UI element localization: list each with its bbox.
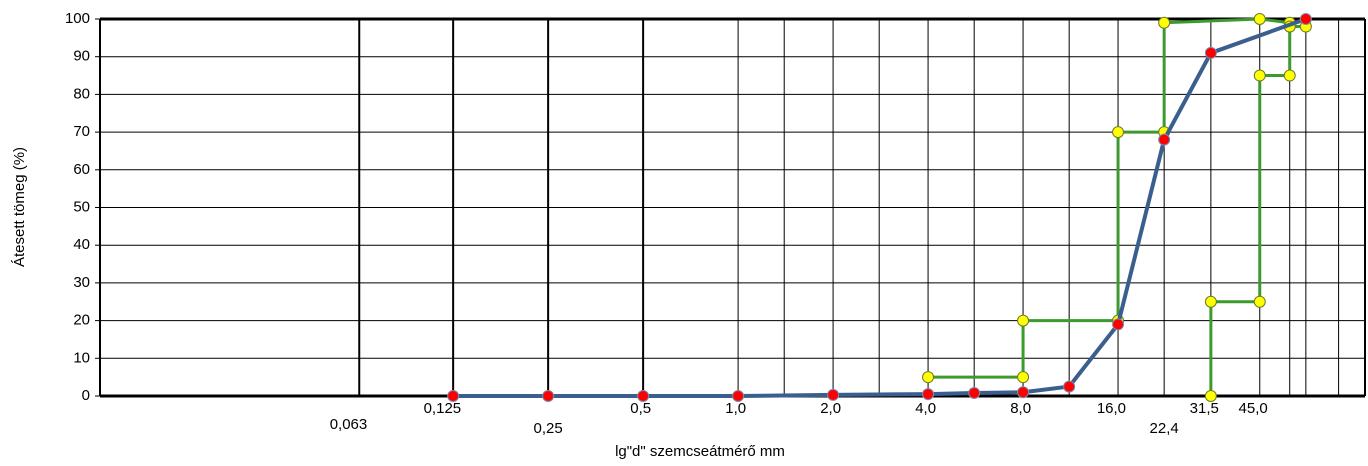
x-tick-label: 8,0 <box>1010 400 1031 417</box>
series-line <box>928 17 1292 379</box>
x-tick-label: 0,25 <box>534 420 563 437</box>
x-tick-label: 45,0 <box>1239 400 1268 417</box>
data-point <box>1112 126 1125 139</box>
data-point <box>1253 69 1266 82</box>
x-tick-label: 1,0 <box>725 400 746 417</box>
data-point <box>1063 380 1076 393</box>
y-tick-label: 40 <box>73 236 90 253</box>
series-line <box>1209 25 1306 396</box>
y-tick-label: 80 <box>73 85 90 102</box>
y-tick-label: 30 <box>73 274 90 291</box>
x-tick-label: 0,5 <box>630 400 651 417</box>
x-tick-label: 2,0 <box>820 400 841 417</box>
data-point <box>968 386 981 399</box>
data-point <box>1299 13 1312 25</box>
data-point <box>922 371 935 384</box>
data-point <box>1204 390 1217 402</box>
data-point <box>1017 371 1030 384</box>
x-tick-label: 16,0 <box>1097 400 1126 417</box>
y-tick-label: 20 <box>73 312 90 329</box>
y-tick-label: 90 <box>73 48 90 65</box>
y-tick-label: 60 <box>73 161 90 178</box>
data-point <box>1158 16 1171 29</box>
x-tick-label: 0,125 <box>424 400 462 417</box>
data-point <box>922 388 935 401</box>
y-tick-label: 100 <box>65 10 90 27</box>
data-point <box>1283 69 1296 82</box>
data-point <box>1204 46 1217 59</box>
y-tick-label: 50 <box>73 198 90 215</box>
data-point <box>1017 386 1030 399</box>
y-tick-label: 70 <box>73 123 90 140</box>
y-axis-label: Átesett tömeg (%) <box>11 147 28 267</box>
data-point <box>1253 295 1266 308</box>
data-point <box>827 388 840 401</box>
x-axis-label: lg"d" szemcseátmérő mm <box>615 443 785 460</box>
data-point <box>542 390 555 402</box>
data-point <box>637 390 650 402</box>
x-tick-label: 0,063 <box>330 416 368 433</box>
data-point <box>1158 133 1171 146</box>
y-tick-label: 0 <box>82 387 90 404</box>
data-point <box>447 390 460 402</box>
data-point <box>1112 318 1125 331</box>
x-tick-label: 22,4 <box>1150 420 1179 437</box>
x-tick-label: 31,5 <box>1190 400 1219 417</box>
x-tick-label: 4,0 <box>915 400 936 417</box>
data-point <box>1017 314 1030 327</box>
data-point <box>1204 295 1217 308</box>
y-tick-label: 10 <box>73 349 90 366</box>
data-point <box>1253 13 1266 25</box>
data-point <box>732 390 745 402</box>
